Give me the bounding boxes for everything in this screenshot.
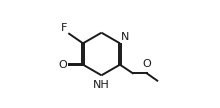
Text: O: O <box>142 60 151 69</box>
Text: F: F <box>61 23 68 33</box>
Text: O: O <box>58 60 67 70</box>
Text: NH: NH <box>93 80 109 90</box>
Text: N: N <box>121 32 129 42</box>
